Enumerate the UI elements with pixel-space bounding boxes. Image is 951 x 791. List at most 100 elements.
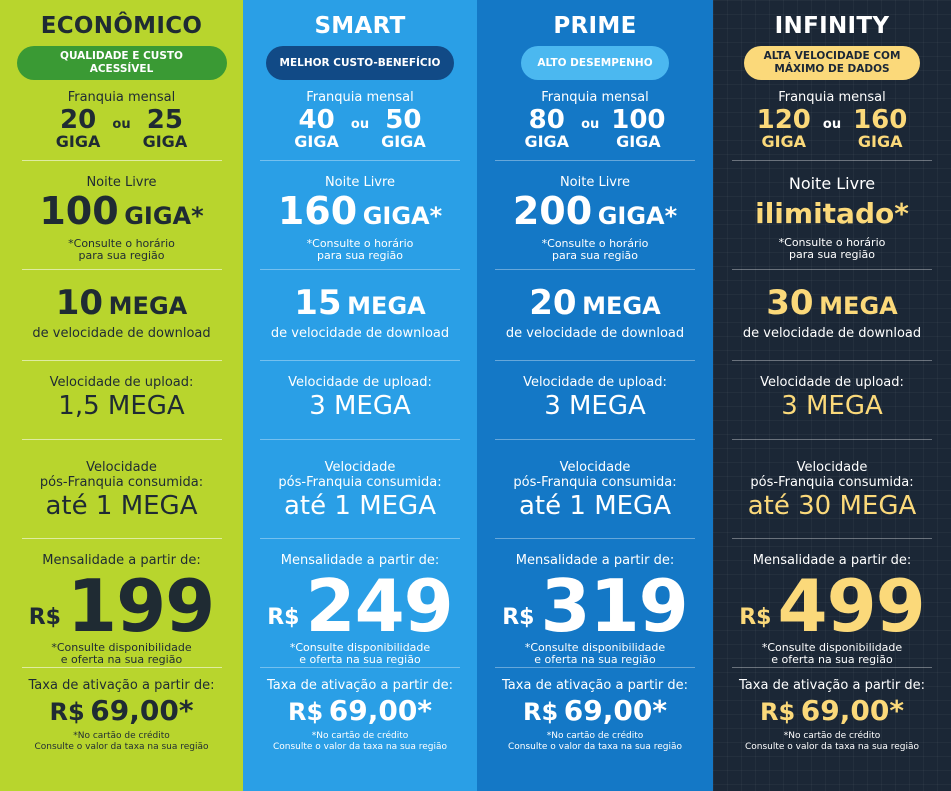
- availability-note-2: e oferta na sua região: [299, 653, 421, 666]
- taxa-amount: 69,00*: [328, 694, 432, 727]
- taxa-amount: 69,00*: [800, 694, 904, 727]
- upload-section: Velocidade de upload: 3 MEGA: [713, 361, 951, 439]
- noite-label: Noite Livre: [559, 175, 631, 190]
- price-amount: 199: [66, 564, 215, 648]
- pos-franquia-section: Velocidade pós-Franquia consumida: até 1…: [477, 440, 713, 538]
- noite-note-1: *Consulte o horário: [541, 237, 649, 250]
- plan-badge: ALTO DESEMPENHO: [521, 46, 669, 80]
- franquia-b-value: 50: [385, 105, 422, 135]
- plan-column-prime: PRIME ALTO DESEMPENHO Franquia mensal 80…: [477, 0, 713, 791]
- noite-label: Noite Livre: [324, 175, 396, 190]
- divider: [732, 269, 932, 270]
- divider: [260, 160, 460, 161]
- taxa-value: R$ 69,00*: [523, 695, 667, 731]
- franquia-b-unit: GIGA: [381, 132, 426, 151]
- noite-number: 160: [277, 189, 358, 233]
- taxa-note-1: *No cartão de crédito: [73, 731, 170, 741]
- taxa-note-2: Consulte o valor da taxa na sua região: [507, 742, 683, 752]
- plan-badge: QUALIDADE E CUSTO ACESSÍVEL: [16, 46, 227, 80]
- noite-number: 200: [512, 189, 593, 233]
- availability-note-2: e oferta na sua região: [771, 653, 893, 666]
- noite-unlimited: ilimitado*: [755, 197, 909, 230]
- download-label: de velocidade de download: [32, 326, 211, 341]
- plan-name: SMART: [314, 13, 406, 39]
- taxa-note-1: *No cartão de crédito: [783, 731, 881, 741]
- taxa-note-2: Consulte o valor da taxa na sua região: [34, 742, 209, 752]
- divider: [21, 160, 222, 161]
- download-unit: MEGA: [108, 292, 188, 320]
- franquia-option-b: 50 GIGA: [381, 107, 426, 151]
- upload-value: 3 MEGA: [781, 391, 883, 421]
- noite-note-1: *Consulte o horário: [778, 236, 886, 249]
- or-label: ou: [581, 116, 600, 132]
- franquia-option-a: 80 GIGA: [524, 107, 569, 151]
- upload-value: 1,5 MEGA: [58, 391, 185, 421]
- availability-note-1: *Consulte disponibilidade: [524, 641, 666, 654]
- pos-label-2: pós-Franquia consumida:: [750, 475, 914, 490]
- noite-unit: GIGA*: [597, 202, 678, 230]
- download-label: de velocidade de download: [270, 326, 450, 341]
- pos-franquia-section: Velocidade pós-Franquia consumida: até 1…: [0, 440, 243, 538]
- download-unit: MEGA: [582, 292, 661, 320]
- download-unit: MEGA: [819, 292, 898, 320]
- franquia-option-b: 100 GIGA: [611, 107, 665, 151]
- divider: [21, 667, 222, 668]
- upload-label: Velocidade de upload:: [760, 375, 904, 390]
- franquia-label: Franquia mensal: [306, 90, 414, 105]
- taxa-value: R$ 69,00*: [288, 695, 432, 731]
- price-amount: 249: [305, 564, 453, 648]
- taxa-value: R$ 69,00*: [50, 695, 194, 731]
- franquia-option-a: 40 GIGA: [294, 107, 339, 151]
- divider: [732, 439, 932, 440]
- price-section: Mensalidade a partir de: R$ 499 *Consult…: [713, 539, 951, 667]
- pos-value: até 1 MEGA: [284, 491, 436, 521]
- franquia-option-a: 120 GIGA: [757, 107, 811, 151]
- price-section: Mensalidade a partir de: R$ 199 *Consult…: [0, 539, 243, 667]
- activation-fee-section: Taxa de ativação a partir de: R$ 69,00* …: [713, 668, 951, 753]
- price-section: Mensalidade a partir de: R$ 249 *Consult…: [243, 539, 477, 667]
- franquia-a-unit: GIGA: [524, 132, 570, 151]
- plan-column-economico: ECONÔMICO QUALIDADE E CUSTO ACESSÍVEL Fr…: [0, 0, 243, 791]
- pos-label-1: Velocidade: [559, 460, 631, 475]
- or-label: ou: [822, 116, 842, 132]
- noite-livre-section: Noite Livre 100 GIGA* *Consulte o horári…: [0, 161, 243, 269]
- divider: [260, 538, 460, 539]
- download-section: 30 MEGA de velocidade de download: [713, 270, 951, 360]
- franquia-a-unit: GIGA: [761, 132, 807, 151]
- currency-symbol: R$: [267, 605, 300, 630]
- divider: [260, 360, 460, 361]
- download-section: 10 MEGA de velocidade de download: [0, 270, 243, 360]
- franquia-values: 20 GIGA ou 25 GIGA: [56, 107, 187, 151]
- currency-symbol: R$: [502, 605, 535, 630]
- franquia-a-value: 40: [298, 105, 335, 135]
- divider: [21, 269, 222, 270]
- divider: [495, 667, 695, 668]
- divider: [21, 360, 222, 361]
- franquia-label: Franquia mensal: [778, 90, 886, 105]
- noite-number: 100: [39, 189, 119, 233]
- divider: [260, 269, 460, 270]
- franquia-section: Franquia mensal 40 GIGA ou 50 GIGA: [243, 80, 477, 160]
- pos-franquia-section: Velocidade pós-Franquia consumida: até 3…: [713, 440, 951, 538]
- noite-label: Noite Livre: [788, 174, 876, 193]
- price-label: Mensalidade a partir de:: [752, 553, 912, 568]
- upload-value: 3 MEGA: [544, 391, 646, 421]
- divider: [732, 360, 932, 361]
- download-value: 20 MEGA: [529, 286, 660, 326]
- taxa-note-2: Consulte o valor da taxa na sua região: [744, 742, 920, 752]
- taxa-value: R$ 69,00*: [760, 695, 904, 731]
- noite-value: 200 GIGA*: [513, 192, 677, 238]
- noite-unit: GIGA*: [362, 202, 443, 230]
- price-value: R$ 319: [502, 564, 689, 648]
- activation-fee-section: Taxa de ativação a partir de: R$ 69,00* …: [0, 668, 243, 753]
- divider: [260, 667, 460, 668]
- franquia-section: Franquia mensal 20 GIGA ou 25 GIGA: [0, 80, 243, 160]
- franquia-a-unit: GIGA: [55, 132, 101, 151]
- price-amount: 319: [540, 564, 688, 648]
- franquia-b-unit: GIGA: [142, 132, 188, 151]
- franquia-values: 120 GIGA ou 160 GIGA: [757, 107, 908, 151]
- divider: [495, 538, 695, 539]
- download-number: 30: [766, 283, 814, 323]
- taxa-currency: R$: [49, 698, 85, 726]
- divider: [21, 538, 222, 539]
